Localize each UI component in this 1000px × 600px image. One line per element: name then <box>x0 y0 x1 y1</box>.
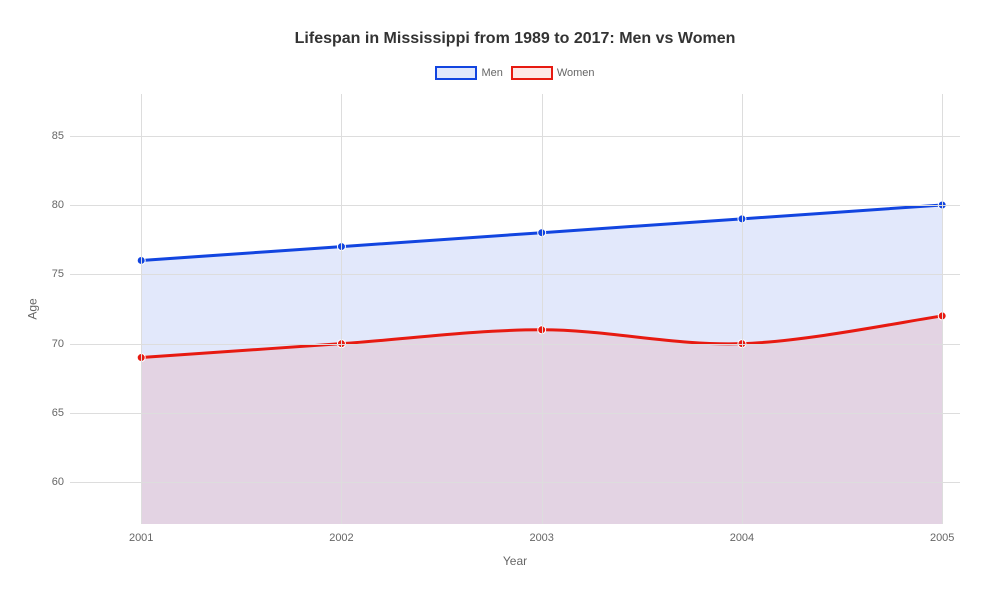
legend-label-men: Men <box>481 67 502 79</box>
x-tick-label: 2002 <box>329 532 353 544</box>
legend: Men Women <box>70 66 960 80</box>
legend-label-women: Women <box>557 67 595 79</box>
y-tick-label: 70 <box>40 338 64 350</box>
y-tick-label: 60 <box>40 476 64 488</box>
grid-line-horizontal <box>70 413 960 414</box>
y-axis-label: Age <box>26 298 40 319</box>
x-tick-label: 2004 <box>730 532 754 544</box>
chart-title: Lifespan in Mississippi from 1989 to 201… <box>70 30 960 48</box>
x-tick-label: 2001 <box>129 532 153 544</box>
y-tick-label: 80 <box>40 199 64 211</box>
legend-swatch-men <box>435 66 477 80</box>
y-tick-label: 65 <box>40 407 64 419</box>
plot-area: Age Year 6065707580852001200220032004200… <box>70 94 960 524</box>
chart-container: Lifespan in Mississippi from 1989 to 201… <box>0 0 1000 600</box>
x-tick-label: 2003 <box>529 532 553 544</box>
grid-line-horizontal <box>70 274 960 275</box>
y-tick-label: 75 <box>40 268 64 280</box>
grid-line-horizontal <box>70 344 960 345</box>
grid-line-horizontal <box>70 482 960 483</box>
x-tick-label: 2005 <box>930 532 954 544</box>
grid-line-horizontal <box>70 205 960 206</box>
legend-item-women: Women <box>511 66 595 80</box>
grid-line-vertical <box>742 94 743 524</box>
x-axis-label: Year <box>503 554 527 568</box>
grid-line-vertical <box>141 94 142 524</box>
chart-svg <box>70 94 960 524</box>
grid-line-vertical <box>942 94 943 524</box>
y-tick-label: 85 <box>40 130 64 142</box>
grid-line-vertical <box>542 94 543 524</box>
grid-line-vertical <box>341 94 342 524</box>
legend-swatch-women <box>511 66 553 80</box>
grid-line-horizontal <box>70 136 960 137</box>
legend-item-men: Men <box>435 66 502 80</box>
